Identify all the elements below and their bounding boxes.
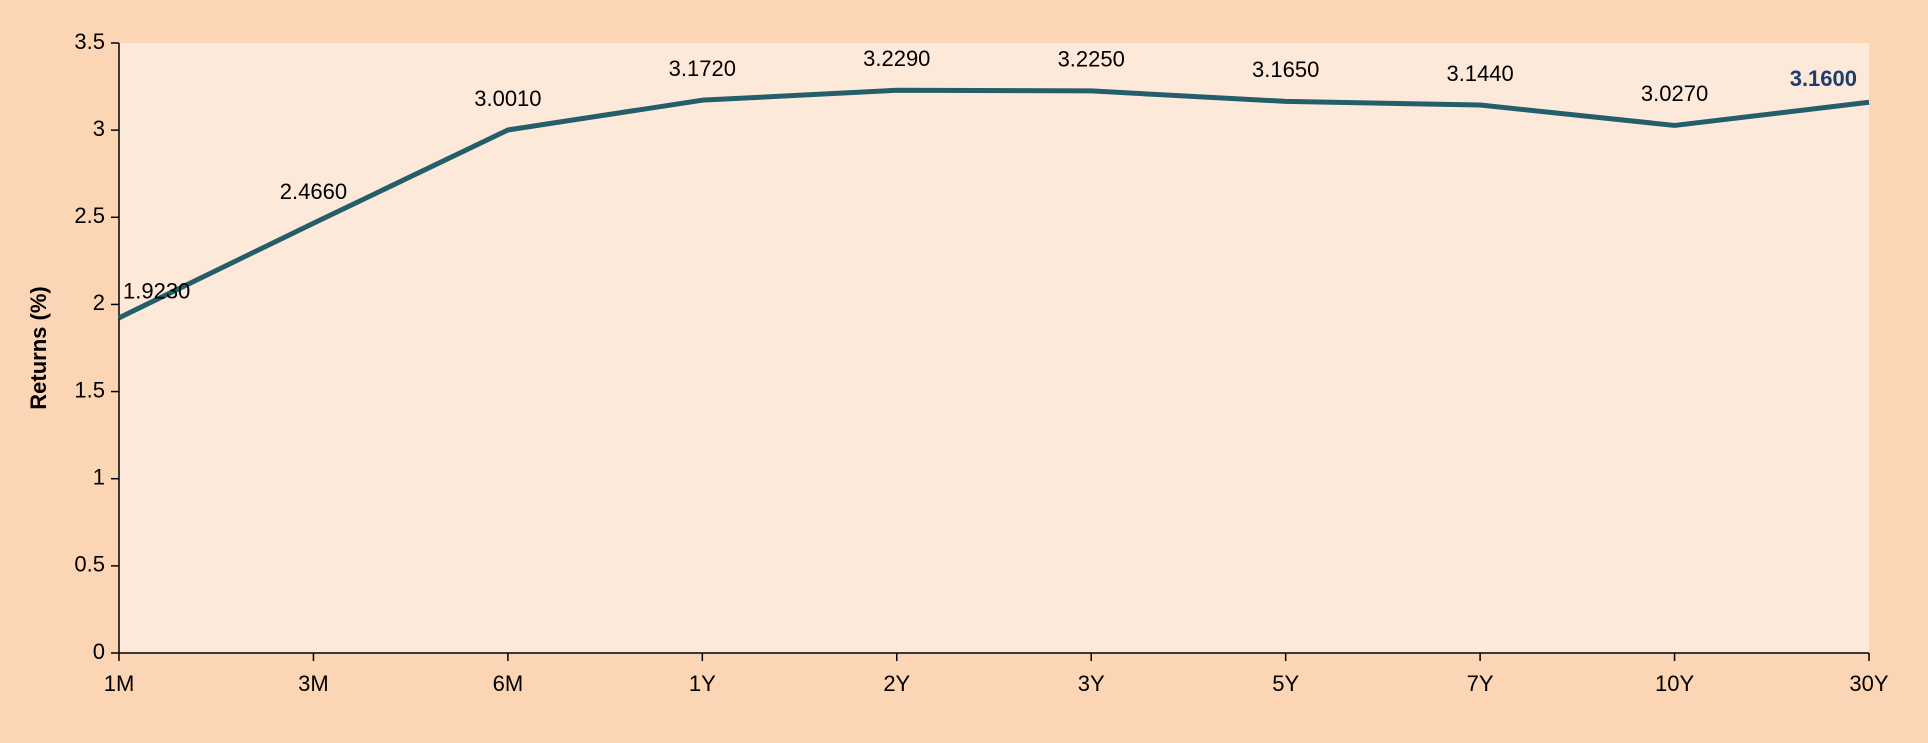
y-tick-label: 2.5 bbox=[74, 203, 105, 228]
x-tick-label: 3M bbox=[298, 671, 329, 696]
x-tick-label: 1Y bbox=[689, 671, 716, 696]
y-tick-label: 2 bbox=[93, 290, 105, 315]
data-label: 3.1720 bbox=[669, 56, 736, 81]
y-tick-label: 0 bbox=[93, 639, 105, 664]
data-label: 3.0010 bbox=[474, 86, 541, 111]
x-tick-label: 3Y bbox=[1078, 671, 1105, 696]
x-tick-label: 6M bbox=[493, 671, 524, 696]
y-tick-label: 1 bbox=[93, 465, 105, 490]
line bbox=[117, 87, 1870, 321]
y-tick-label: 3 bbox=[93, 116, 105, 141]
x-tick-label: 10Y bbox=[1655, 671, 1694, 696]
data-label: 3.0270 bbox=[1641, 81, 1708, 106]
data-label: 3.2250 bbox=[1058, 47, 1125, 72]
x-tick-label: 2Y bbox=[883, 671, 910, 696]
data-label: 3.1650 bbox=[1252, 57, 1319, 82]
y-tick-label: 3.5 bbox=[74, 29, 105, 54]
data-label: 3.2290 bbox=[863, 46, 930, 71]
data-label: 3.1600 bbox=[1790, 66, 1857, 91]
data-label: 1.9230 bbox=[123, 279, 190, 304]
x-tick-label: 30Y bbox=[1849, 671, 1888, 696]
y-axis-label: Returns (%) bbox=[26, 286, 51, 409]
y-tick-label: 0.5 bbox=[74, 552, 105, 577]
x-tick-label: 5Y bbox=[1272, 671, 1299, 696]
data-label: 3.1440 bbox=[1446, 61, 1513, 86]
data-label: 2.4660 bbox=[280, 179, 347, 204]
plot-area bbox=[119, 43, 1869, 653]
x-tick-label: 1M bbox=[104, 671, 135, 696]
y-tick-label: 1.5 bbox=[74, 377, 105, 402]
x-tick-label: 7Y bbox=[1467, 671, 1494, 696]
